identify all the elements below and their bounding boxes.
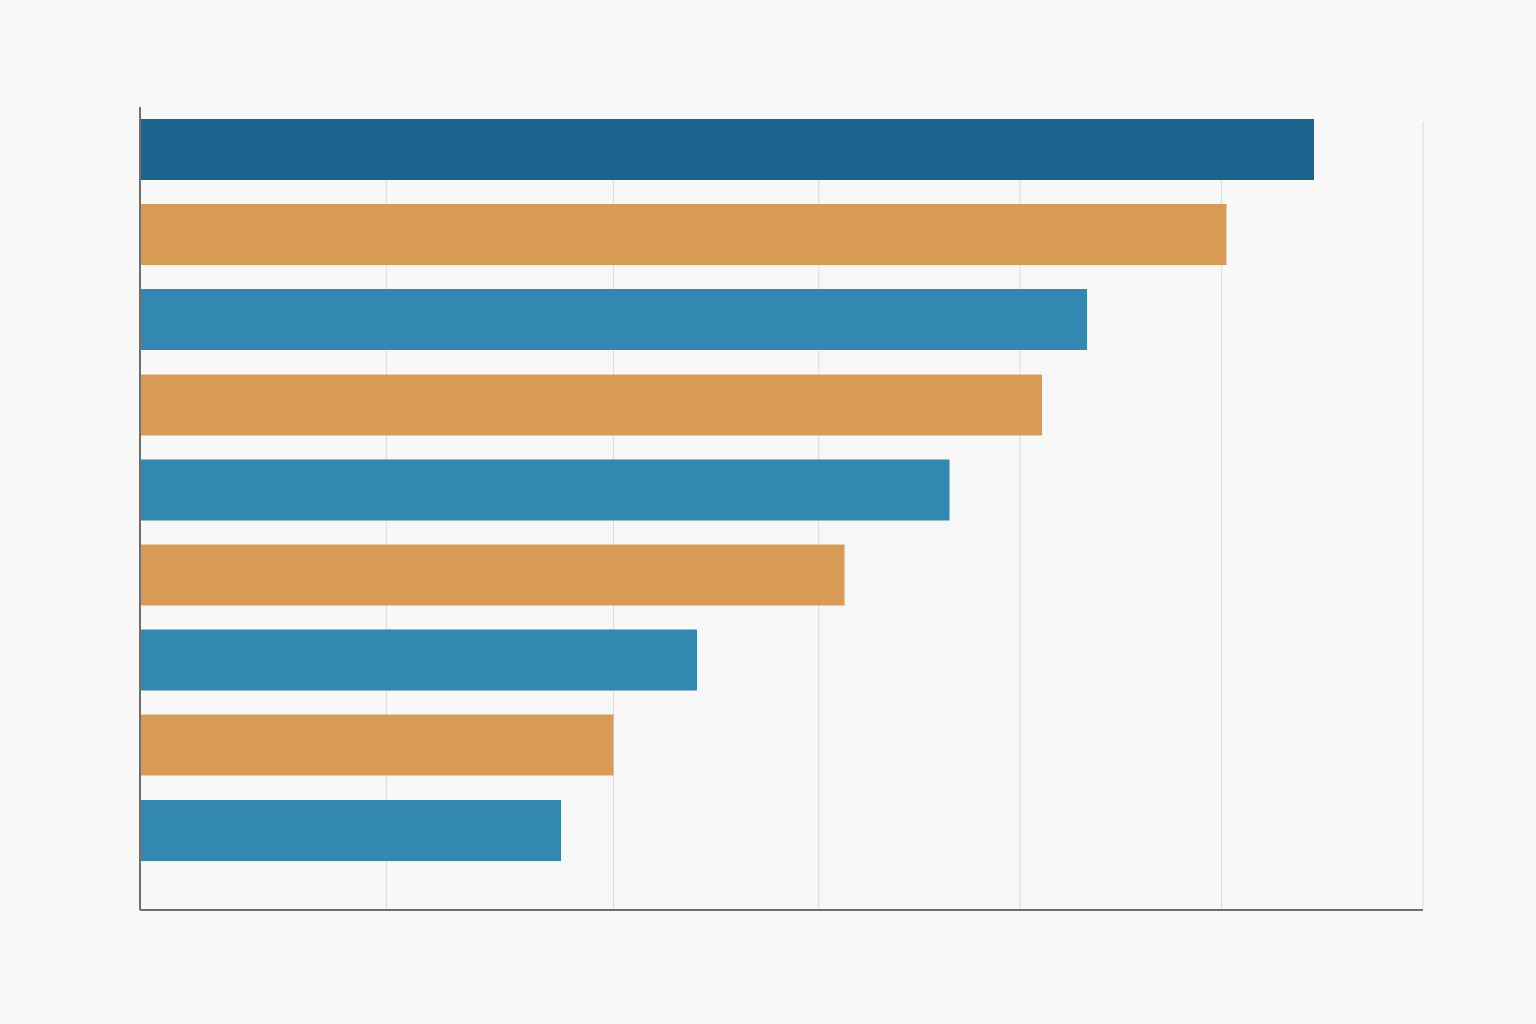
bar [140, 119, 1314, 180]
bars [140, 119, 1314, 861]
bar [140, 799, 561, 861]
bar [140, 289, 1087, 351]
bar [140, 459, 950, 521]
bar [140, 629, 697, 691]
bar [140, 204, 1227, 266]
bar [140, 544, 845, 606]
bar [140, 714, 614, 776]
bar [140, 374, 1042, 436]
axes [139, 107, 1423, 911]
